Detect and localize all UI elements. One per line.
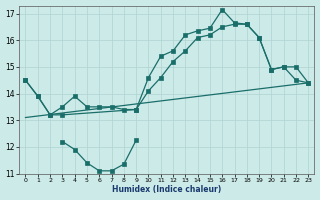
X-axis label: Humidex (Indice chaleur): Humidex (Indice chaleur) <box>112 185 221 194</box>
